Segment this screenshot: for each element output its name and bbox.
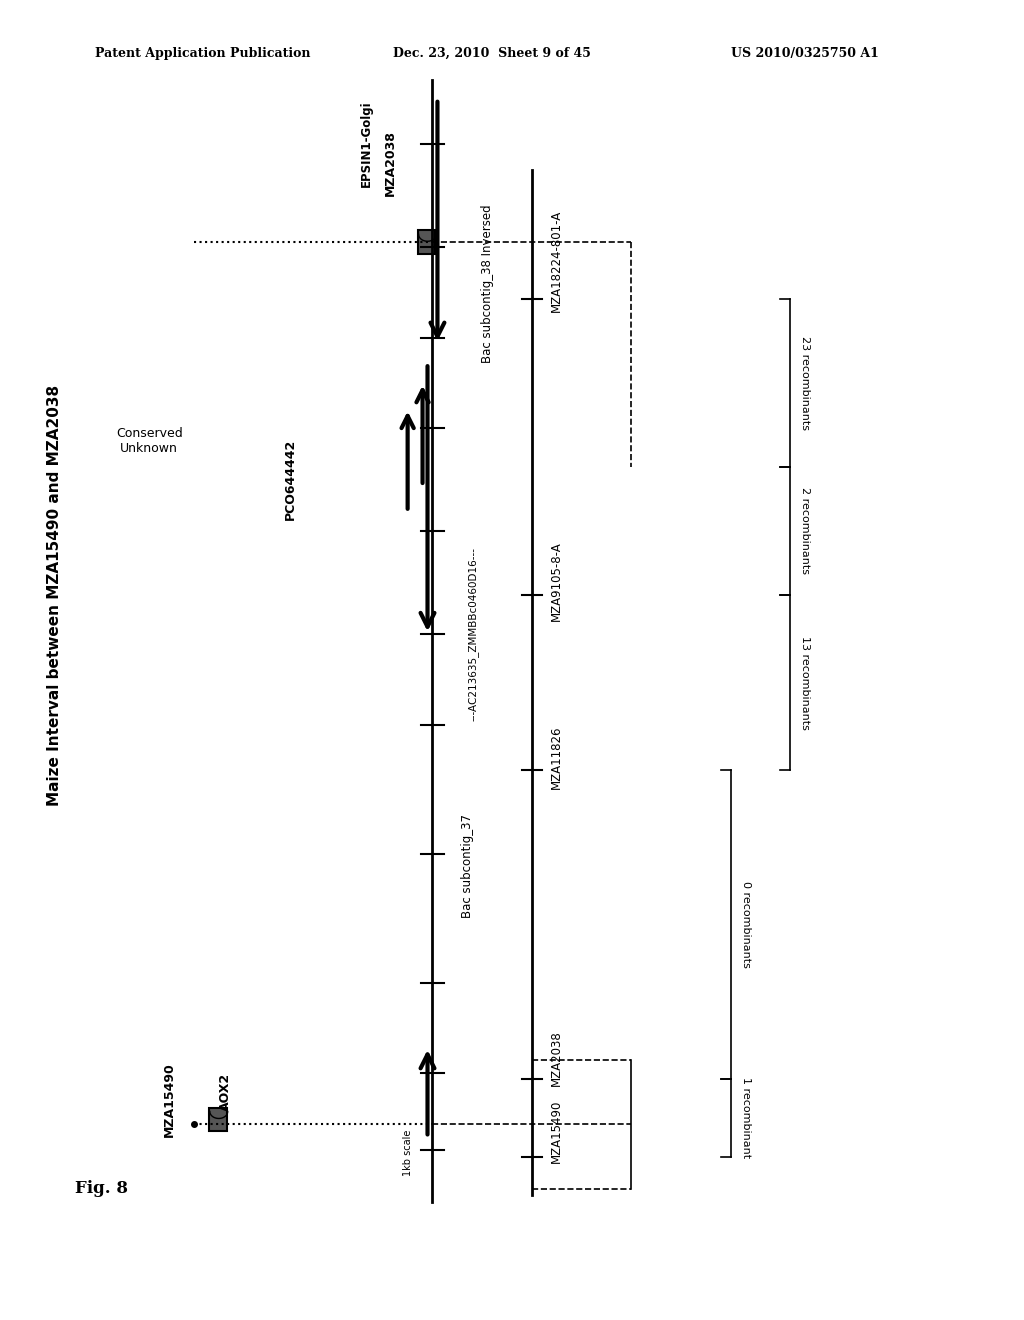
Text: 2 recombinants: 2 recombinants [801,487,810,574]
Text: 1 recombinant: 1 recombinant [740,1077,751,1159]
Text: Bac subcontig_37: Bac subcontig_37 [461,814,474,917]
Text: MZA2038: MZA2038 [384,129,397,195]
Text: 0 recombinants: 0 recombinants [740,880,751,968]
Text: 1kb scale: 1kb scale [402,1130,413,1176]
Text: MZA11826: MZA11826 [550,726,563,789]
Bar [418,231,435,253]
Text: Fig. 8: Fig. 8 [75,1180,128,1197]
Text: 23 recombinants: 23 recombinants [801,335,810,429]
Text: ---AC213635_ZMMBBc0460D16---: ---AC213635_ZMMBBc0460D16--- [467,548,478,721]
Text: US 2010/0325750 A1: US 2010/0325750 A1 [731,48,879,61]
Text: EPSIN1-Golgi: EPSIN1-Golgi [359,100,373,187]
Text: Dec. 23, 2010  Sheet 9 of 45: Dec. 23, 2010 Sheet 9 of 45 [393,48,591,61]
Text: Maize Interval between MZA15490 and MZA2038: Maize Interval between MZA15490 and MZA2… [47,385,62,807]
Text: AOX2: AOX2 [219,1073,231,1111]
Text: MZA9105-8-A: MZA9105-8-A [550,541,563,622]
Text: Patent Application Publication: Patent Application Publication [94,48,310,61]
Text: MZA18224-801-A: MZA18224-801-A [550,210,563,312]
Bar [209,1107,226,1131]
Text: MZA15490: MZA15490 [550,1100,563,1163]
Text: 13 recombinants: 13 recombinants [801,636,810,730]
Text: Conserved
Unknown: Conserved Unknown [116,426,182,454]
Text: MZA2038: MZA2038 [550,1030,563,1085]
Text: MZA15490: MZA15490 [163,1063,175,1138]
Text: PCO644442: PCO644442 [284,438,296,520]
Text: Bac subcontig_38 Inversed: Bac subcontig_38 Inversed [480,205,494,363]
